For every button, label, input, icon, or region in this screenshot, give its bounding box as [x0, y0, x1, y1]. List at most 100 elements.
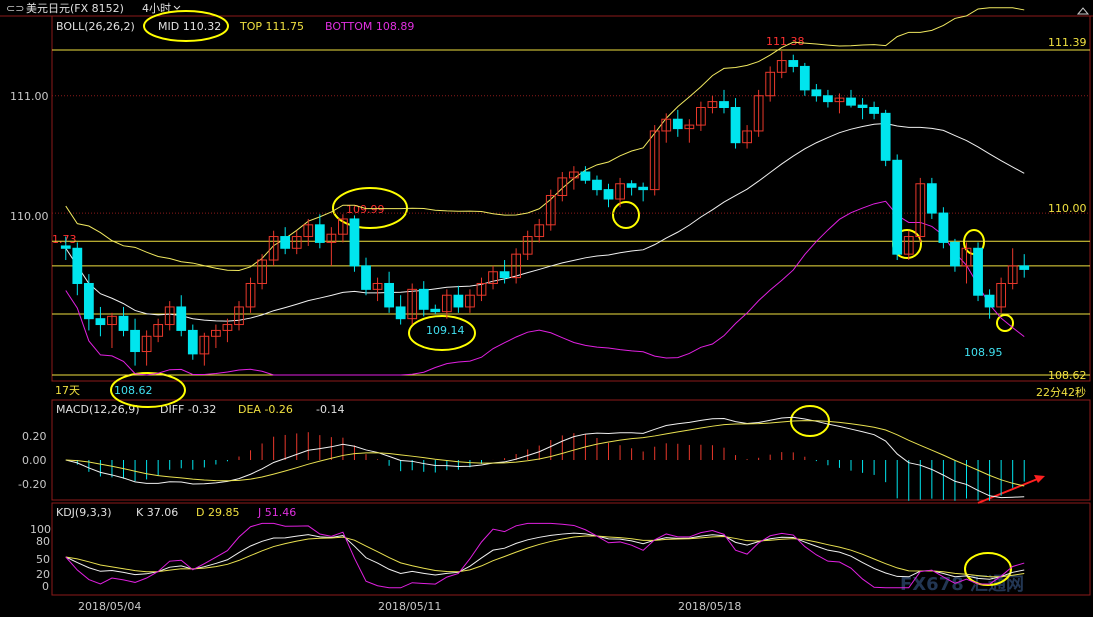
candle-body [107, 315, 117, 326]
day-count-label: 17天 [55, 384, 80, 397]
annotation-circle [110, 372, 186, 408]
candle-body [730, 106, 741, 144]
candle-body [719, 101, 729, 108]
candle-body [557, 177, 568, 196]
candle-body [811, 89, 822, 97]
date-label: 2018/05/11 [378, 600, 441, 613]
candle-body [684, 124, 695, 130]
menu-icon[interactable]: ⊂⊃ [6, 2, 24, 15]
macd-panel-frame [51, 399, 1091, 501]
candle-body [672, 118, 683, 130]
callout-10914: 109.14 [426, 324, 465, 337]
candle-body [880, 112, 891, 161]
candle-body [823, 95, 833, 103]
boll-mid-line [65, 122, 1025, 322]
level-label-11000: 110.00 [1048, 202, 1087, 215]
candle-body [499, 271, 510, 279]
candle-body [211, 329, 221, 337]
macd-axis-label: 0.00 [22, 454, 47, 467]
macd-diff-label: DIFF -0.32 [160, 403, 216, 416]
boll-top-label: TOP 111.75 [239, 20, 304, 33]
candle-body [361, 265, 371, 290]
chevron-down-icon[interactable] [173, 5, 181, 10]
candle-body [626, 183, 637, 188]
candle-body [153, 324, 164, 337]
candle-body [869, 106, 879, 114]
candle-body [753, 95, 764, 132]
candle-body [245, 282, 256, 308]
watermark-logo: FX678 汇通网 [900, 574, 1024, 595]
candle-body [973, 247, 983, 296]
candle-body [291, 236, 302, 249]
candle-body [418, 288, 429, 310]
candle-body [164, 306, 175, 326]
price-axis-label-110: 110.00 [10, 210, 49, 223]
candle-body [511, 253, 522, 279]
candle-body [903, 236, 914, 255]
edge-price-label: 1.73 [52, 233, 77, 246]
trend-arrow [977, 475, 1045, 504]
candle-body [314, 224, 325, 243]
candle-body [776, 60, 787, 73]
candle-body [707, 101, 718, 108]
date-label: 2018/05/04 [78, 600, 141, 613]
kdj-j-line [65, 522, 1025, 589]
period-selector[interactable]: 4小时 [142, 2, 171, 15]
candle-body [926, 183, 937, 214]
candle-body [961, 247, 972, 267]
candle-body [349, 218, 360, 267]
candle-body [649, 130, 660, 191]
boll-bottom-line [65, 200, 1025, 376]
candle-body [568, 171, 579, 179]
kdj-d-line [65, 535, 1025, 578]
collapse-icon[interactable] [1076, 7, 1090, 15]
candle-body [118, 315, 129, 331]
candle-body [742, 130, 752, 144]
candle-body [60, 245, 71, 249]
kdj-panel-frame [51, 502, 1091, 596]
candle-body [453, 294, 464, 308]
candle-body [938, 212, 949, 243]
candle-body [476, 282, 487, 296]
macd-diff-line [65, 416, 1025, 499]
level-label-11139: 111.39 [1048, 36, 1087, 49]
symbol-title[interactable]: 美元日元(FX 8152) [26, 2, 124, 15]
candle-body [950, 241, 960, 267]
kdj-axis-label: 50 [36, 553, 50, 566]
boll-mid-label: MID 110.32 [158, 20, 221, 33]
candle-body [984, 294, 995, 308]
kdj-axis-label: 20 [36, 568, 50, 581]
candle-body [661, 118, 672, 132]
candle-body [1007, 265, 1018, 284]
candle-body [268, 236, 279, 261]
candle-body [857, 104, 868, 108]
kdj-k-line [65, 532, 1025, 580]
candle-body [338, 218, 348, 235]
price-axis-label-111: 111.00 [10, 90, 49, 103]
candle-body [638, 186, 649, 191]
candle-body [603, 189, 614, 200]
candle-body [1019, 265, 1030, 270]
candle-body [465, 294, 475, 308]
candle-body [72, 247, 83, 284]
annotation-circle [143, 10, 229, 42]
candle-body [488, 271, 498, 284]
boll-bottom-label: BOTTOM 108.89 [325, 20, 414, 33]
candle-body [234, 306, 244, 326]
candle-body [130, 329, 140, 353]
kdj-k-label: K 37.06 [136, 506, 178, 519]
callout-10895: 108.95 [964, 346, 1003, 359]
boll-top-line [65, 7, 1025, 271]
candle-body [834, 97, 845, 103]
candle-body [892, 159, 903, 255]
candle-body [280, 236, 291, 249]
candle-body [996, 282, 1007, 308]
kdj-label: KDJ(9,3,3) [56, 506, 112, 519]
candle-body [141, 335, 152, 353]
annotation-circle [408, 315, 476, 351]
candle-body [592, 179, 602, 191]
kdj-j-label: J 51.46 [257, 506, 296, 519]
candle-body [199, 335, 210, 355]
candle-body [788, 60, 799, 67]
countdown-label: 22分42秒 [1036, 385, 1086, 399]
